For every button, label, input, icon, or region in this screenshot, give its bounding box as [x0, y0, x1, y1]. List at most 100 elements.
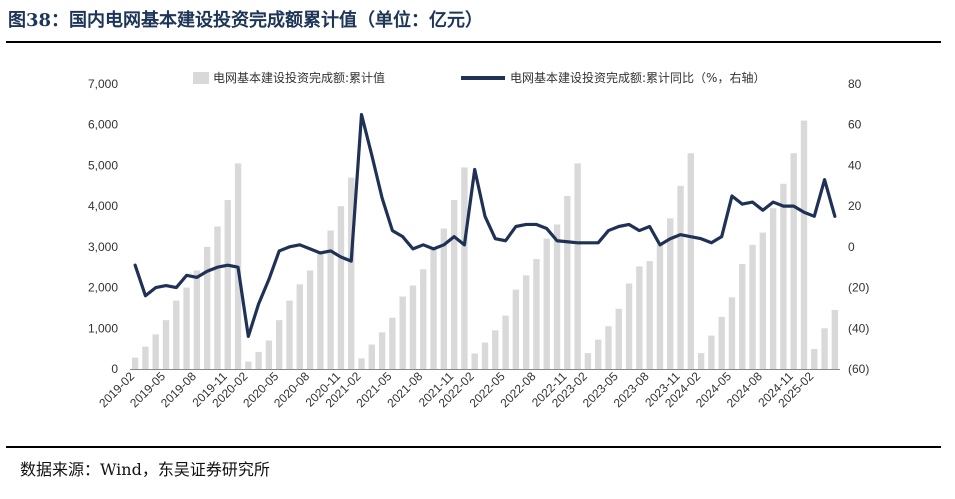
line-point	[402, 236, 404, 238]
bar	[152, 334, 159, 369]
line-point	[216, 266, 219, 268]
line-point	[340, 256, 342, 258]
bar	[687, 153, 694, 369]
line-point	[175, 286, 177, 289]
left-tick-label: 3,000	[88, 240, 118, 254]
bar	[440, 228, 448, 369]
bar	[193, 270, 201, 369]
line-point	[587, 242, 589, 244]
line-point	[813, 215, 815, 217]
line-point	[227, 264, 229, 266]
line-point	[690, 236, 692, 238]
bar	[718, 316, 725, 369]
bar	[337, 206, 345, 369]
line-point	[381, 197, 383, 199]
legend-bar-label: 电网基本建设投资完成额:累计值	[213, 70, 385, 85]
left-axis-ticks: 0 1,000 2,000 3,000 4,000 5,000 6,000 7,000	[88, 77, 118, 376]
bar	[790, 153, 797, 369]
right-tick-label: 80	[848, 77, 862, 91]
x-axis: 2019-022019-052019-082019-112020-022020-…	[96, 369, 840, 410]
line-point	[134, 264, 136, 266]
line-point	[247, 335, 249, 338]
bar	[564, 195, 571, 369]
line-point	[803, 211, 805, 213]
right-tick-label: 40	[848, 158, 862, 172]
bar	[481, 342, 489, 369]
bar	[605, 326, 612, 369]
line-point	[412, 248, 414, 250]
bottom-rule	[6, 446, 941, 448]
bar	[533, 259, 540, 369]
bar	[296, 284, 303, 369]
bar	[492, 330, 499, 369]
bar	[286, 300, 293, 369]
bar	[409, 285, 417, 369]
bar	[625, 283, 633, 369]
right-tick-label: (60)	[848, 362, 869, 376]
bar	[461, 167, 468, 369]
legend: 电网基本建设投资完成额:累计值 电网基本建设投资完成额:累计同比（%，右轴）	[193, 70, 765, 85]
line-point	[484, 215, 486, 217]
bar-series	[131, 120, 839, 369]
line-point	[834, 215, 836, 217]
line-point	[258, 303, 260, 305]
left-tick-label: 1,000	[88, 321, 118, 335]
line-point	[546, 227, 548, 230]
bar	[224, 200, 231, 369]
line-point	[556, 240, 558, 242]
bar	[595, 339, 602, 369]
right-tick-label: 20	[848, 199, 862, 213]
bar	[378, 332, 386, 369]
right-axis-ticks: (60) (40) (20) 0 20 40 60 80	[848, 77, 869, 376]
line-point	[474, 168, 476, 171]
line-point	[432, 248, 435, 250]
bar	[646, 261, 653, 369]
line-point	[741, 203, 743, 205]
bar	[420, 269, 427, 369]
left-tick-label: 7,000	[88, 77, 118, 91]
bar	[358, 358, 365, 369]
line-point	[196, 276, 198, 278]
line-point	[288, 246, 291, 248]
left-tick-label: 4,000	[88, 199, 118, 213]
line-point	[443, 244, 445, 246]
line-point	[155, 286, 157, 289]
left-tick-label: 2,000	[88, 281, 118, 295]
line-point	[649, 225, 651, 228]
line-point	[299, 244, 301, 246]
bar	[276, 320, 283, 369]
line-point	[206, 270, 208, 272]
line-point	[463, 244, 466, 246]
line-point	[679, 234, 682, 236]
bar	[450, 200, 458, 369]
line-point	[731, 195, 733, 197]
left-tick-label: 5,000	[88, 158, 118, 172]
bar	[749, 244, 756, 369]
bar	[173, 300, 180, 369]
line-point	[309, 248, 311, 250]
left-tick-label: 0	[111, 362, 118, 376]
bar	[327, 230, 334, 369]
bar	[522, 275, 530, 369]
bar	[800, 120, 808, 369]
bar	[399, 296, 406, 369]
bar	[348, 177, 355, 369]
bar	[708, 335, 715, 369]
line-point	[607, 229, 610, 232]
line-point	[144, 295, 147, 297]
line-point	[659, 244, 661, 246]
bar	[636, 266, 643, 369]
bar	[728, 297, 736, 369]
line-point	[823, 179, 826, 181]
chart-title: 图38：国内电网基本建设投资完成额累计值（单位：亿元）	[8, 10, 484, 31]
bar	[667, 218, 674, 369]
bar	[512, 289, 520, 369]
bar	[389, 317, 396, 369]
bar	[574, 163, 581, 369]
bar	[317, 252, 324, 369]
line-point	[772, 201, 774, 203]
line-point	[782, 205, 785, 207]
line-point	[669, 238, 671, 240]
bar	[471, 353, 478, 369]
source-note: 数据来源：Wind，东吴证券研究所	[20, 460, 270, 479]
